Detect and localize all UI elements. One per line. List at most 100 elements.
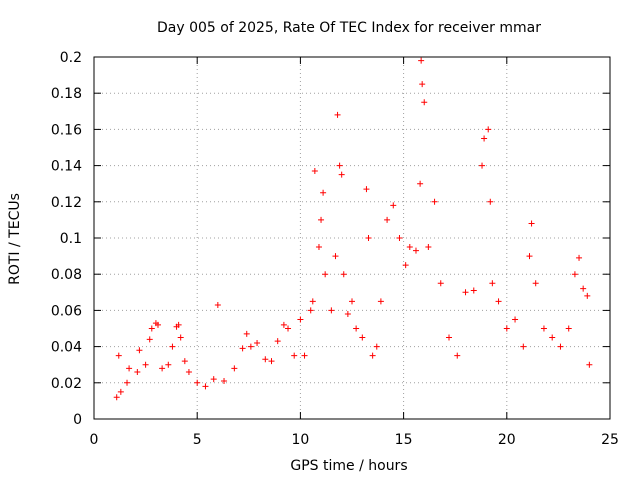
data-point (126, 365, 133, 372)
x-tick-label: 5 (193, 432, 202, 448)
data-point (301, 352, 308, 359)
data-point (571, 271, 578, 278)
data-point (231, 365, 238, 372)
data-point (291, 352, 298, 359)
grid-layer (94, 57, 610, 419)
data-point (557, 343, 564, 350)
data-point (332, 253, 339, 260)
data-point (431, 198, 438, 205)
data-point (214, 301, 221, 308)
data-point (297, 316, 304, 323)
data-point (495, 298, 502, 305)
data-point (268, 358, 275, 365)
data-point (315, 244, 322, 251)
data-point (221, 377, 228, 384)
data-point (159, 365, 166, 372)
data-point (124, 379, 131, 386)
data-point (418, 57, 425, 64)
y-tick-label: 0.04 (51, 340, 82, 356)
y-tick-label: 0.18 (51, 86, 82, 102)
data-point (274, 338, 281, 345)
data-point (487, 198, 494, 205)
data-point (586, 361, 593, 368)
data-point (262, 356, 269, 363)
data-point (177, 334, 184, 341)
data-point (285, 325, 292, 332)
data-point (526, 253, 533, 260)
data-point (462, 289, 469, 296)
data-point (344, 311, 351, 318)
data-point (489, 280, 496, 287)
data-point (396, 235, 403, 241)
data-point (584, 292, 591, 299)
data-point (136, 347, 143, 354)
data-point (369, 352, 376, 359)
data-point (247, 343, 254, 350)
data-point (309, 298, 316, 305)
data-point (470, 287, 477, 294)
data-point (334, 111, 341, 118)
data-point (311, 168, 318, 175)
y-tick-label: 0.06 (51, 303, 82, 319)
y-tick-label: 0.12 (51, 195, 82, 211)
data-point (340, 271, 347, 278)
data-point (194, 379, 201, 386)
data-point (280, 321, 287, 328)
data-point (390, 202, 397, 209)
data-point (318, 216, 325, 223)
y-tick-label: 0 (73, 412, 82, 428)
y-tick-label: 0.08 (51, 267, 82, 283)
y-tick-label: 0.1 (60, 231, 82, 247)
y-tick-label: 0.14 (51, 159, 82, 175)
data-point (512, 316, 519, 323)
data-point (485, 126, 492, 133)
data-point (549, 334, 556, 341)
data-point (115, 352, 122, 359)
data-point (307, 307, 314, 314)
data-point (481, 135, 488, 142)
data-point (406, 244, 413, 251)
data-point (528, 220, 535, 227)
data-point (363, 186, 370, 193)
data-point (175, 321, 182, 328)
data-point (359, 334, 366, 341)
plot-frame (93, 56, 611, 420)
data-point (503, 325, 510, 332)
x-tick-labels: 0 5 10 15 20 25 (90, 432, 619, 448)
data-point (540, 325, 547, 332)
data-point (148, 325, 155, 332)
data-point (479, 162, 486, 169)
data-point (202, 383, 209, 390)
data-point (353, 325, 360, 332)
data-point (185, 368, 192, 375)
x-tick-label: 25 (601, 432, 619, 448)
data-point (576, 254, 583, 261)
data-point (254, 339, 261, 346)
data-point (210, 376, 217, 383)
data-points (113, 57, 593, 401)
data-point (365, 235, 372, 241)
data-point (412, 247, 419, 254)
x-axis-label: GPS time / hours (290, 458, 407, 474)
data-point (384, 216, 391, 223)
data-point (454, 352, 461, 359)
data-point (437, 280, 444, 287)
data-point (336, 162, 343, 169)
data-point (239, 345, 246, 352)
data-point (446, 334, 453, 341)
data-point (565, 325, 572, 332)
y-tick-labels: 0 0.02 0.04 0.06 0.08 0.1 0.12 0.14 0.16 0.18 0.2 (51, 50, 82, 428)
data-point (402, 262, 409, 269)
data-point (117, 388, 124, 395)
data-point (169, 343, 176, 350)
data-point (165, 361, 172, 368)
data-point (142, 361, 149, 368)
data-point (532, 280, 539, 287)
data-point (322, 271, 329, 278)
data-point (243, 330, 250, 337)
y-tick-label: 0.16 (51, 122, 82, 138)
x-tick-label: 20 (498, 432, 516, 448)
y-tick-label: 0.2 (60, 50, 82, 66)
data-point (421, 99, 428, 106)
